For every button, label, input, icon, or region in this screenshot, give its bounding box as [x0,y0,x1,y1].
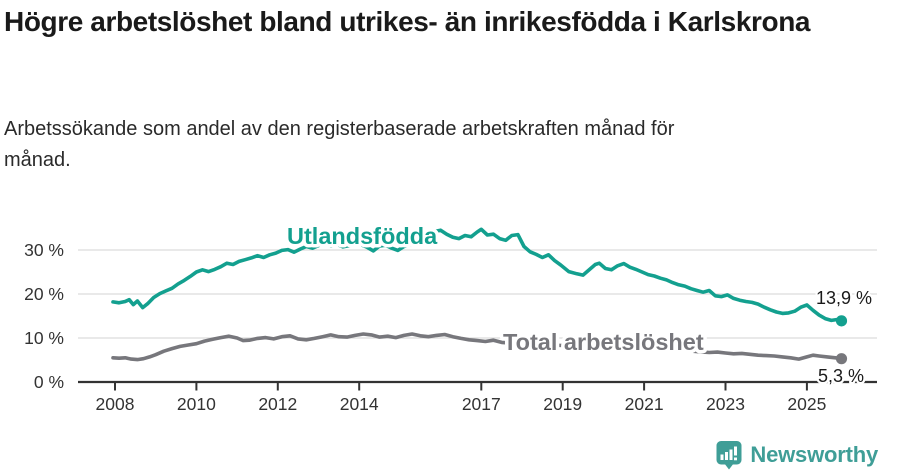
x-axis: 2008 2010 2012 2014 2017 2019 2021 2023 2025 [78,380,877,414]
y-tick-label: 30 % [24,240,64,260]
newsworthy-logo-text: Newsworthy [750,442,878,467]
x-tick-label: 2023 [706,394,745,414]
y-axis-labels: 0 % 10 % 20 % 30 % [24,240,64,392]
x-tick-label: 2017 [462,394,501,414]
series-end-dot-utlandsf-dda [835,315,848,327]
x-tick-label: 2012 [258,394,297,414]
x-tick-label: 2025 [787,394,826,414]
series-line-total-arbetsl-shet [111,332,844,362]
series-end-dot-total-arbetsl-shet [835,353,848,365]
series-line-utlandsf-dda [111,227,844,323]
newsworthy-logo: Newsworthy [716,440,878,470]
chart-title: Högre arbetslöshet bland utrikes- än inr… [4,6,811,37]
y-tick-label: 0 % [34,372,64,392]
series-total-arbetsl-shet: Total arbetslöshet 5,3 % [111,326,866,388]
series-end-value-utlandsf-dda: 13,9 % [816,288,872,308]
y-tick-label: 20 % [24,284,64,304]
series-end-value-total-arbetsl-shet: 5,3 % [818,366,864,386]
series-utlandsf-dda: Utlandsfödda 13,9 % [111,220,874,327]
y-tick-label: 10 % [24,328,64,348]
y-gridlines [78,249,877,339]
x-tick-label: 2010 [177,394,216,414]
series-label-total-arbetsl-shet: Total arbetslöshet [503,329,704,355]
x-tick-label: 2014 [340,394,379,414]
series-label-utlandsf-dda: Utlandsfödda [287,223,438,249]
x-tick-label: 2008 [96,394,135,414]
newsworthy-bubble-chart-icon [716,441,742,470]
chart-subtitle: Arbetssökande som andel av den registerb… [4,118,675,171]
x-tick-label: 2021 [625,394,664,414]
x-tick-label: 2019 [543,394,582,414]
